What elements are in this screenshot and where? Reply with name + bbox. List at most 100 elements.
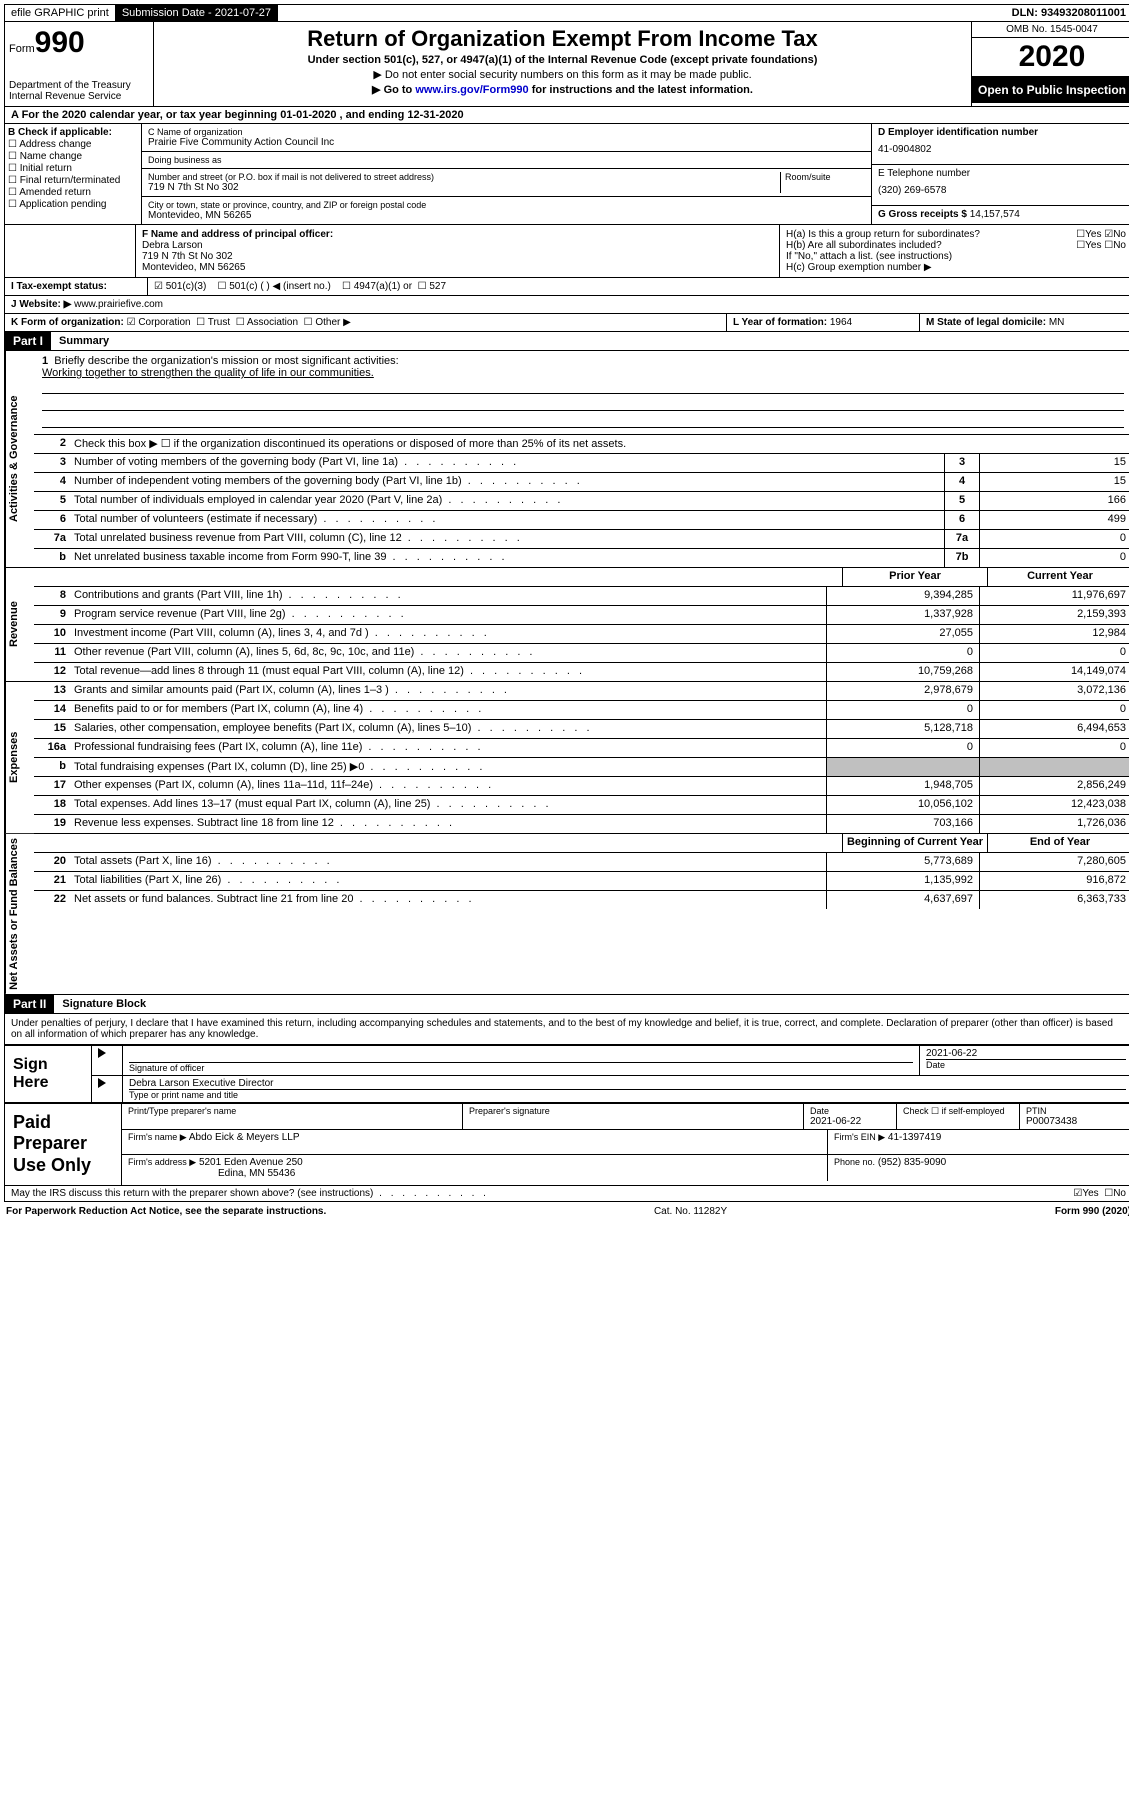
cb-discuss-yes[interactable]: ☑Yes <box>1073 1188 1098 1199</box>
cb-corp[interactable]: ☑ Corporation <box>127 317 191 328</box>
paperwork-notice: For Paperwork Reduction Act Notice, see … <box>6 1206 326 1217</box>
table-row: 15Salaries, other compensation, employee… <box>34 720 1129 739</box>
paid-preparer: Paid Preparer Use Only Print/Type prepar… <box>4 1103 1129 1186</box>
cb-assoc[interactable]: ☐ Association <box>236 317 298 328</box>
end-year-header: End of Year <box>987 834 1129 852</box>
part2-title: Signature Block <box>54 996 154 1012</box>
irs-link[interactable]: www.irs.gov/Form990 <box>415 84 528 96</box>
cb-app-pending[interactable]: ☐ Application pending <box>8 199 138 210</box>
bottom-line: For Paperwork Reduction Act Notice, see … <box>4 1202 1129 1221</box>
firm-ein: 41-1397419 <box>888 1132 941 1143</box>
officer-addr2: Montevideo, MN 56265 <box>142 262 773 273</box>
vtab-net: Net Assets or Fund Balances <box>5 834 34 994</box>
arrow-icon <box>98 1078 106 1088</box>
form-ref: Form 990 (2020) <box>1055 1206 1129 1217</box>
cb-initial-return[interactable]: ☐ Initial return <box>8 163 138 174</box>
cb-discuss-no[interactable]: ☐No <box>1104 1188 1126 1199</box>
org-name: Prairie Five Community Action Council In… <box>148 137 865 148</box>
note-ssn: ▶ Do not enter social security numbers o… <box>158 68 967 81</box>
ha-label: H(a) Is this a group return for subordin… <box>786 229 980 240</box>
tax-year: 2020 <box>972 38 1129 77</box>
signature-block: Under penalties of perjury, I declare th… <box>4 1014 1129 1045</box>
table-row: 8Contributions and grants (Part VIII, li… <box>34 587 1129 606</box>
phone-value: (320) 269-6578 <box>878 179 1126 202</box>
firm-city: Edina, MN 55436 <box>128 1168 821 1179</box>
table-row: 13Grants and similar amounts paid (Part … <box>34 682 1129 701</box>
cb-501c3[interactable]: ☑ 501(c)(3) <box>154 281 206 292</box>
firm-addr: 5201 Eden Avenue 250 <box>199 1157 303 1168</box>
cb-trust[interactable]: ☐ Trust <box>196 317 230 328</box>
line2: Check this box ▶ ☐ if the organization d… <box>70 435 1129 453</box>
dln: DLN: 93493208011001 <box>1006 5 1129 21</box>
form-title: Return of Organization Exempt From Incom… <box>158 26 967 52</box>
addr-value: 719 N 7th St No 302 <box>148 182 776 193</box>
city-value: Montevideo, MN 56265 <box>148 210 865 221</box>
cb-other[interactable]: ☐ Other ▶ <box>304 317 351 328</box>
cb-501c[interactable]: ☐ 501(c) ( ) ◀ (insert no.) <box>217 281 330 292</box>
efile-label: efile GRAPHIC print <box>5 5 116 21</box>
discuss-label: May the IRS discuss this return with the… <box>11 1188 489 1199</box>
part2-label: Part II <box>5 995 54 1013</box>
prep-date: 2021-06-22 <box>810 1116 890 1127</box>
table-row: 16aProfessional fundraising fees (Part I… <box>34 739 1129 758</box>
part2-header: Part II Signature Block <box>4 995 1129 1014</box>
k-label: K Form of organization: <box>11 317 124 328</box>
part1-label: Part I <box>5 332 51 350</box>
j-label: J Website: ▶ <box>11 299 71 310</box>
form-header: Form990 Department of the Treasury Inter… <box>4 22 1129 107</box>
org-name-label: C Name of organization <box>148 127 865 137</box>
table-row: 20Total assets (Part X, line 16)5,773,68… <box>34 853 1129 872</box>
section-i: I Tax-exempt status: ☑ 501(c)(3) ☐ 501(c… <box>4 278 1129 296</box>
sign-here: Sign Here Signature of officer 2021-06-2… <box>4 1045 1129 1103</box>
section-fh: F Name and address of principal officer:… <box>4 225 1129 278</box>
section-de: D Employer identification number 41-0904… <box>871 124 1129 224</box>
cb-final-return[interactable]: ☐ Final return/terminated <box>8 175 138 186</box>
current-year-header: Current Year <box>987 568 1129 586</box>
activities-governance: Activities & Governance 1 Briefly descri… <box>4 351 1129 568</box>
b-title: B Check if applicable: <box>8 127 138 138</box>
table-row: 22Net assets or fund balances. Subtract … <box>34 891 1129 909</box>
table-row: 7aTotal unrelated business revenue from … <box>34 530 1129 549</box>
table-row: 6Total number of volunteers (estimate if… <box>34 511 1129 530</box>
cb-amended[interactable]: ☐ Amended return <box>8 187 138 198</box>
cb-4947[interactable]: ☐ 4947(a)(1) or <box>342 281 412 292</box>
arrow-icon <box>98 1048 106 1058</box>
table-row: 14Benefits paid to or for members (Part … <box>34 701 1129 720</box>
i-label: I Tax-exempt status: <box>5 278 148 295</box>
cb-name-change[interactable]: ☐ Name change <box>8 151 138 162</box>
table-row: 18Total expenses. Add lines 13–17 (must … <box>34 796 1129 815</box>
table-row: bTotal fundraising expenses (Part IX, co… <box>34 758 1129 777</box>
gross-value: 14,157,574 <box>970 209 1020 220</box>
dept-treasury: Department of the Treasury <box>9 80 149 91</box>
entity-info-grid: B Check if applicable: ☐ Address change … <box>4 124 1129 225</box>
part1-title: Summary <box>51 333 117 349</box>
firm-phone: (952) 835-9090 <box>878 1157 946 1168</box>
ein-label: D Employer identification number <box>878 127 1126 138</box>
table-row: 9Program service revenue (Part VIII, lin… <box>34 606 1129 625</box>
cb-527[interactable]: ☐ 527 <box>418 281 446 292</box>
table-row: 19Revenue less expenses. Subtract line 1… <box>34 815 1129 833</box>
subtitle: Under section 501(c), 527, or 4947(a)(1)… <box>158 54 967 66</box>
form-number: 990 <box>35 26 85 59</box>
ptin: P00073438 <box>1026 1116 1126 1127</box>
topbar: efile GRAPHIC print Submission Date - 20… <box>4 4 1129 22</box>
section-b: B Check if applicable: ☐ Address change … <box>5 124 142 224</box>
year-formation: 1964 <box>830 317 852 328</box>
paid-label: Paid Preparer Use Only <box>5 1104 122 1185</box>
section-f: F Name and address of principal officer:… <box>136 225 779 277</box>
net-assets-section: Net Assets or Fund Balances Beginning of… <box>4 834 1129 995</box>
cb-address-change[interactable]: ☐ Address change <box>8 139 138 150</box>
table-row: 3Number of voting members of the governi… <box>34 454 1129 473</box>
sign-date: 2021-06-22 <box>926 1048 1126 1059</box>
sign-here-label: Sign Here <box>5 1046 92 1102</box>
hb-note: If "No," attach a list. (see instruction… <box>786 251 1126 262</box>
row-a-period: A For the 2020 calendar year, or tax yea… <box>4 107 1129 124</box>
hb-label: H(b) Are all subordinates included? <box>786 240 942 251</box>
form-prefix: Form <box>9 43 35 55</box>
vtab-revenue: Revenue <box>5 568 34 681</box>
table-row: 11Other revenue (Part VIII, column (A), … <box>34 644 1129 663</box>
vtab-activities: Activities & Governance <box>5 351 34 567</box>
hc-label: H(c) Group exemption number ▶ <box>786 262 1126 273</box>
revenue-section: Revenue Prior Year Current Year 8Contrib… <box>4 568 1129 682</box>
addr-label: Number and street (or P.O. box if mail i… <box>148 172 776 182</box>
